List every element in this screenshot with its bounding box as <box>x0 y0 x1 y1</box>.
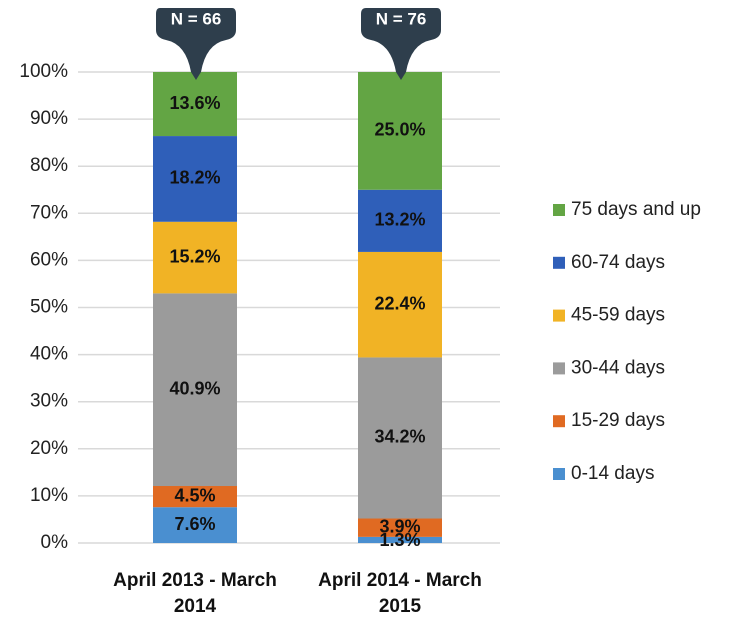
data-label: 25.0% <box>374 120 425 140</box>
y-tick-label: 100% <box>19 61 68 82</box>
bar-segment <box>358 536 442 543</box>
legend-swatch <box>553 415 565 428</box>
x-tick-label: April 2014 - March 2015 <box>318 570 482 617</box>
legend-swatch <box>553 362 565 375</box>
y-tick-label: 60% <box>30 249 68 270</box>
callout <box>156 8 236 80</box>
data-label: 13.2% <box>374 210 425 230</box>
bar-segment <box>153 293 237 487</box>
data-label: 7.6% <box>174 514 215 534</box>
data-label: 40.9% <box>169 378 220 398</box>
y-tick-label: 20% <box>30 438 68 459</box>
legend-label: 45-59 days <box>571 305 665 326</box>
legend-label: 30-44 days <box>571 357 665 378</box>
legend-label: 15-29 days <box>571 410 665 431</box>
x-tick-label: April 2013 - March 2014 <box>113 570 277 617</box>
legend-swatch <box>553 309 565 322</box>
bar-segment <box>153 221 237 294</box>
bar-segment <box>153 507 237 543</box>
legend-swatch <box>553 256 565 269</box>
legend-label: 75 days and up <box>571 199 701 220</box>
y-tick-label: 90% <box>30 108 68 129</box>
data-label: 34.2% <box>374 427 425 447</box>
bar-segment <box>153 72 237 137</box>
bar-segment <box>153 486 237 508</box>
data-label: 18.2% <box>169 168 220 188</box>
data-label: 22.4% <box>374 293 425 313</box>
y-tick-label: 10% <box>30 485 68 506</box>
bar-segment <box>358 518 442 537</box>
callout <box>361 8 441 80</box>
legend-swatch <box>553 204 565 216</box>
legend-swatch <box>553 468 565 480</box>
bar-segment <box>358 72 442 190</box>
bar-segment <box>358 189 442 252</box>
y-tick-label: 40% <box>30 344 68 365</box>
y-tick-label: 80% <box>30 155 68 176</box>
y-tick-label: 30% <box>30 391 68 412</box>
bar-segment <box>153 136 237 222</box>
y-tick-label: 0% <box>41 532 69 553</box>
y-tick-label: 50% <box>30 297 68 318</box>
bars <box>153 72 442 543</box>
bar-segment <box>358 251 442 358</box>
data-label: 4.5% <box>174 485 215 505</box>
bar-segment <box>358 357 442 519</box>
annotation: N = 66 <box>171 9 222 28</box>
data-label: 1.3% <box>379 530 420 550</box>
annotation: N = 76 <box>376 9 427 28</box>
data-label: 15.2% <box>169 246 220 266</box>
legend-label: 0-14 days <box>571 463 654 484</box>
legend-label: 60-74 days <box>571 252 665 273</box>
y-tick-label: 70% <box>30 202 68 223</box>
data-label: 13.6% <box>169 93 220 113</box>
data-label: 3.9% <box>379 516 420 536</box>
